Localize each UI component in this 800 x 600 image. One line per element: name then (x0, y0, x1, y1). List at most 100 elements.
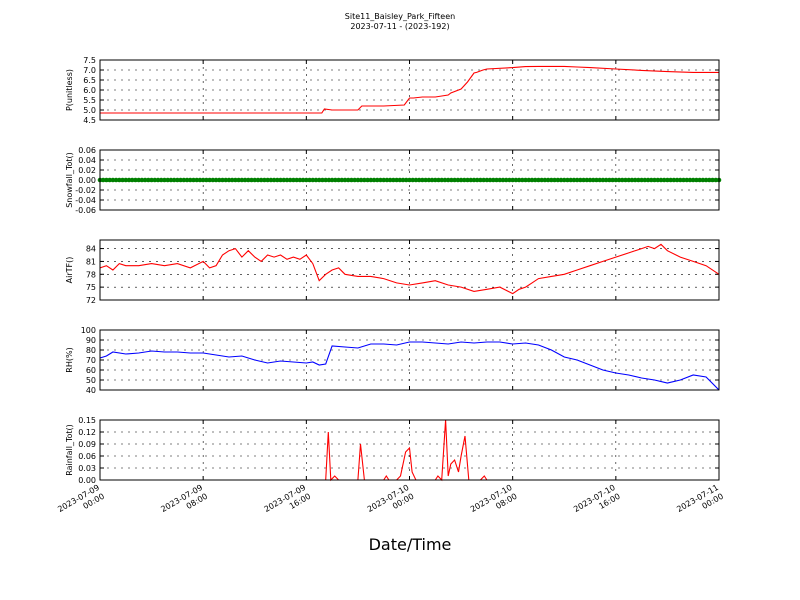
data-point (623, 177, 628, 183)
data-point (484, 177, 490, 183)
data-point (707, 177, 712, 183)
data-point (113, 177, 119, 183)
y-tick-label: 90 (86, 336, 96, 345)
data-point (420, 177, 425, 183)
data-point (523, 177, 528, 183)
data-point (223, 177, 229, 183)
data-point (561, 177, 567, 183)
series-line (99, 341, 720, 391)
data-point (362, 177, 367, 183)
data-point (565, 177, 570, 183)
data-point (439, 177, 445, 183)
data-point (578, 177, 583, 183)
data-point (349, 177, 354, 183)
data-point (139, 177, 145, 183)
data-point (381, 177, 387, 183)
data-point (513, 177, 519, 183)
y-tick-label: 81 (86, 257, 96, 266)
data-point (200, 177, 206, 183)
y-tick-label: 60 (86, 366, 96, 375)
data-point (555, 177, 561, 183)
data-point (648, 177, 654, 183)
data-point (120, 177, 125, 183)
x-tick-label: 2023-07-0900:00 (56, 483, 106, 523)
data-point (281, 177, 287, 183)
data-point (510, 177, 515, 183)
data-point (158, 177, 164, 183)
data-point (410, 177, 416, 183)
data-point (397, 177, 403, 183)
data-point (494, 177, 499, 183)
data-point (378, 177, 383, 183)
data-point (197, 177, 203, 183)
y-tick-label: 4.5 (83, 116, 96, 125)
data-point (284, 177, 290, 183)
data-point (597, 177, 603, 183)
data-point (110, 177, 116, 183)
panel-2: -0.06-0.04-0.020.000.020.040.06 Snowfall_… (65, 146, 722, 215)
data-point (220, 177, 225, 183)
axes-frame (99, 239, 720, 301)
data-point (458, 177, 464, 183)
y-tick-label: 0.04 (78, 156, 96, 165)
data-point (536, 177, 541, 183)
data-point (442, 177, 448, 183)
data-point (468, 177, 474, 183)
data-point (142, 177, 148, 183)
data-point (339, 177, 345, 183)
data-point (391, 177, 396, 183)
y-tick-label: 7.5 (83, 56, 96, 65)
axes-frame (99, 329, 720, 391)
data-point (558, 177, 564, 183)
data-point (674, 177, 680, 183)
data-point (265, 177, 270, 183)
data-point (117, 177, 122, 183)
data-point (184, 177, 190, 183)
data-point (487, 177, 493, 183)
y-tick-label: 100 (81, 326, 96, 335)
data-point (400, 177, 406, 183)
data-point (403, 177, 409, 183)
y-tick-label: 72 (86, 296, 96, 305)
data-point (368, 177, 374, 183)
y-tick-label: 7.0 (83, 66, 96, 75)
data-point (481, 177, 486, 183)
data-point (432, 177, 438, 183)
axes-frame (99, 59, 720, 121)
data-point (532, 177, 538, 183)
data-point (603, 177, 609, 183)
data-point (665, 177, 670, 183)
y-tick-label: 0.12 (78, 428, 96, 437)
data-point (516, 177, 522, 183)
data-point (171, 177, 177, 183)
panels-group: 4.55.05.56.06.57.07.5P(unitless)-0.06-0.… (65, 56, 722, 485)
data-point (204, 177, 209, 183)
data-point (436, 177, 441, 183)
y-tick-label: 0.00 (78, 176, 96, 185)
y-tick-label: 6.5 (83, 76, 96, 85)
data-point (655, 177, 661, 183)
data-point (352, 177, 357, 183)
data-point (416, 177, 422, 183)
x-tick-label: 2023-07-0916:00 (263, 483, 313, 523)
data-point (690, 177, 696, 183)
data-point (168, 177, 174, 183)
data-point (329, 177, 335, 183)
data-point (365, 177, 370, 183)
data-point (213, 177, 219, 183)
y-tick-label: 5.0 (83, 106, 96, 115)
y-tick-label: 0.15 (78, 416, 96, 425)
data-point (694, 177, 699, 183)
data-point (568, 177, 573, 183)
data-point (100, 177, 106, 183)
data-point (462, 177, 467, 183)
chart-title: Site11_Baisley_Park_Fifteen (345, 12, 455, 21)
x-tick-label: 2023-07-1100:00 (675, 483, 725, 523)
data-point (503, 177, 509, 183)
data-point (374, 177, 380, 183)
data-point (181, 177, 187, 183)
data-point (613, 177, 619, 183)
data-point (626, 177, 632, 183)
data-point (652, 177, 657, 183)
